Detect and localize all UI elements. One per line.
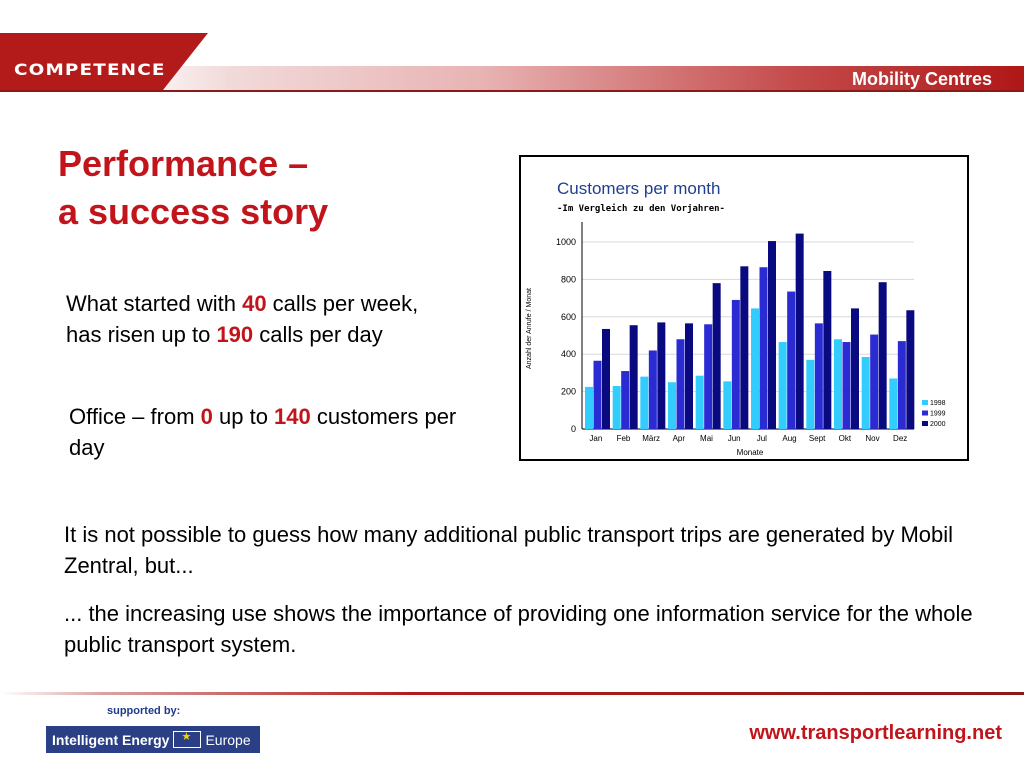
- bar-2000-Mai: [712, 283, 721, 429]
- bar-2000-Jan: [602, 328, 610, 429]
- bar-2000-Aug: [795, 233, 804, 429]
- calls-start-value: 40: [242, 291, 267, 316]
- bar-1998-Sept: [806, 359, 815, 429]
- bar-1999-Jan: [593, 360, 602, 429]
- x-tick-label: Mai: [700, 434, 713, 443]
- footer-divider: [0, 692, 1024, 695]
- x-tick-label: Jun: [728, 434, 741, 443]
- bar-2000-Nov: [878, 282, 887, 429]
- x-tick-label: Dez: [893, 434, 907, 443]
- header-band: [120, 66, 1024, 90]
- y-tick-label: 0: [571, 424, 576, 434]
- legend-label-1998: 1998: [930, 400, 946, 407]
- chart-subtitle: -Im Vergleich zu den Vorjahren-: [557, 203, 725, 214]
- y-tick-label: 400: [561, 349, 576, 359]
- bar-1999-Aug: [787, 291, 796, 429]
- bar-1998-Nov: [861, 357, 870, 429]
- bar-1999-Okt: [842, 342, 851, 429]
- bar-1998-Jan: [585, 386, 593, 429]
- legend-swatch-2000: [922, 421, 928, 426]
- bar-1999-Jul: [759, 267, 768, 429]
- bar-2000-Okt: [851, 308, 859, 429]
- bar-1998-Dez: [889, 378, 898, 429]
- bar-1999-März: [648, 350, 657, 429]
- chart-title: Customers per month: [557, 179, 720, 198]
- calls-now-value: 190: [216, 322, 254, 347]
- calls-paragraph: What started with 40 calls per week, has…: [66, 291, 419, 347]
- x-tick-label: März: [642, 434, 660, 443]
- title-line-2: a success story: [58, 191, 329, 232]
- bar-1999-Apr: [676, 339, 685, 429]
- trips-paragraph: It is not possible to guess how many add…: [64, 522, 954, 578]
- bar-2000-Dez: [906, 310, 915, 429]
- y-axis-label: Anzahl der Anrufe / Monat: [526, 288, 533, 369]
- website-link[interactable]: www.transportlearning.net: [749, 722, 1002, 744]
- office-now-value: 140: [274, 404, 311, 429]
- bar-1998-Okt: [834, 339, 842, 429]
- x-tick-label: Feb: [617, 434, 631, 443]
- bar-1999-Nov: [870, 334, 879, 429]
- x-tick-label: Aug: [782, 434, 796, 443]
- bar-1998-März: [640, 376, 649, 429]
- bar-1998-Aug: [778, 342, 787, 429]
- office-paragraph: Office – from 0 up to 140 customers per …: [69, 404, 457, 460]
- bar-2000-Jun: [740, 266, 749, 429]
- bar-1998-Feb: [612, 385, 621, 429]
- x-tick-label: Nov: [865, 434, 879, 443]
- legend-swatch-1998: [922, 400, 928, 405]
- office-start-value: 0: [200, 404, 213, 429]
- legend-swatch-1999: [922, 410, 928, 416]
- chart-frame: Customers per month -Im Vergleich zu den…: [519, 155, 969, 461]
- bar-1998-Mai: [695, 375, 704, 429]
- service-paragraph: ... the increasing use shows the importa…: [64, 601, 973, 657]
- x-tick-label: Jul: [757, 434, 767, 443]
- x-tick-label: Jan: [589, 434, 602, 443]
- competence-logo: COMPETENCE: [14, 60, 166, 79]
- x-axis-label: Monate: [737, 448, 764, 457]
- bar-1999-Mai: [704, 324, 713, 429]
- bar-1998-Jul: [751, 308, 759, 429]
- x-tick-label: Apr: [673, 434, 686, 443]
- y-tick-label: 200: [561, 387, 576, 397]
- supported-by-label: supported by:: [107, 705, 181, 717]
- bar-1999-Dez: [897, 341, 906, 429]
- y-tick-label: 1000: [556, 237, 576, 247]
- bar-1999-Feb: [621, 371, 630, 429]
- legend-label-2000: 2000: [930, 421, 946, 428]
- bar-1998-Apr: [668, 382, 676, 429]
- y-tick-label: 600: [561, 312, 576, 322]
- slide-title: Performance – a success story: [58, 140, 478, 236]
- bar-2000-Apr: [685, 323, 693, 429]
- section-title: Mobility Centres: [851, 69, 992, 89]
- bar-1999-Sept: [814, 323, 823, 429]
- bar-1999-Jun: [731, 299, 740, 429]
- bar-2000-Sept: [823, 270, 832, 429]
- y-tick-label: 800: [561, 274, 576, 284]
- customers-chart: Customers per month -Im Vergleich zu den…: [526, 179, 946, 457]
- bar-2000-März: [657, 322, 666, 429]
- legend-label-1999: 1999: [930, 411, 946, 418]
- title-line-1: Performance –: [58, 143, 309, 184]
- x-tick-label: Sept: [809, 434, 826, 443]
- header-divider: [0, 90, 1024, 92]
- bar-2000-Jul: [768, 241, 776, 429]
- eu-flag-icon: [173, 730, 202, 748]
- bar-2000-Feb: [629, 325, 638, 429]
- x-tick-label: Okt: [839, 434, 852, 443]
- intelligent-energy-logo: Intelligent Energy Europe: [46, 726, 260, 753]
- bar-1998-Jun: [723, 381, 732, 429]
